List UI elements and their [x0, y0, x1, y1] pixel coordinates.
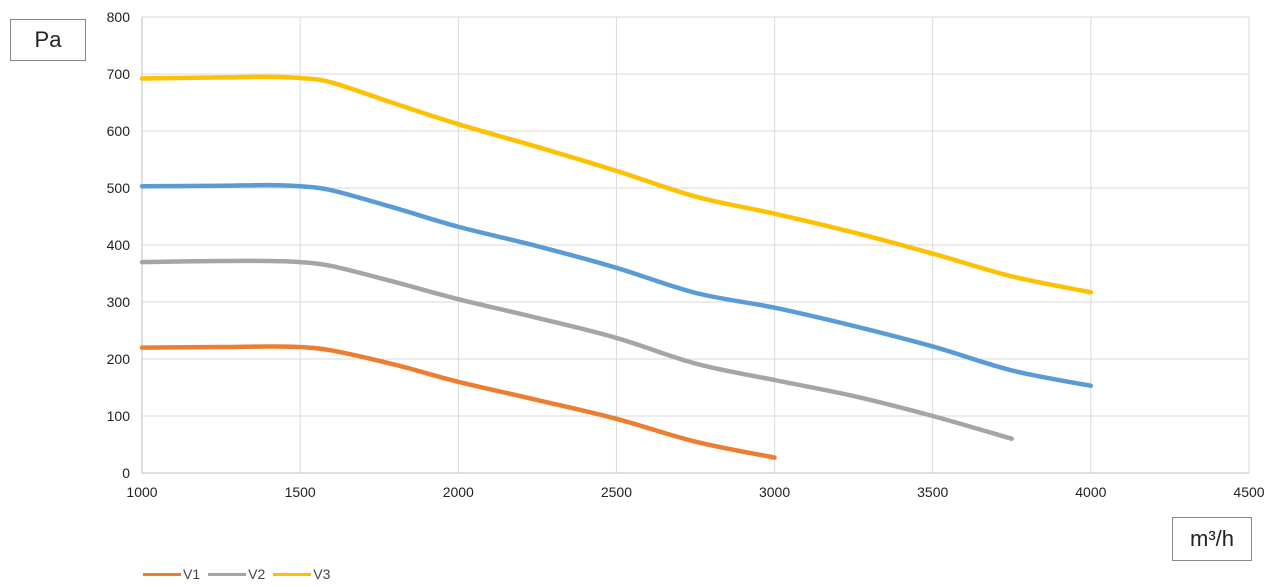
- y-tick-label: 200: [107, 351, 131, 367]
- y-axis-label: Pa: [10, 19, 86, 61]
- x-tick-label: 4500: [1233, 484, 1264, 500]
- x-axis-label: m³/h: [1172, 517, 1252, 561]
- x-tick-label: 1500: [285, 484, 316, 500]
- series-line-v3: [139, 74, 1094, 295]
- series-line-4: [139, 182, 1094, 389]
- legend-label-v3: V3: [313, 566, 331, 582]
- chart-axes: [141, 17, 1249, 474]
- legend-item-v2: V2: [208, 566, 265, 582]
- legend-item-v1: V1: [143, 566, 200, 582]
- series-line-v1: [139, 344, 777, 460]
- legend-label-v1: V1: [183, 566, 201, 582]
- chart-gridlines: [142, 16, 1250, 473]
- x-tick-label: 3000: [759, 484, 790, 500]
- y-tick-label: 600: [107, 123, 131, 139]
- chart-legend: V1 V2 V3: [143, 566, 338, 582]
- series-line-v2: [139, 258, 1015, 442]
- chart-series-lines: [139, 74, 1094, 460]
- legend-label-v2: V2: [248, 566, 266, 582]
- x-tick-label: 1000: [126, 484, 157, 500]
- chart-tick-labels: 0 100 200 300 400 500 600 700 800 1000 1500 2000 250…: [107, 9, 1265, 500]
- legend-item-v3: V3: [273, 566, 330, 582]
- y-tick-label: 300: [107, 294, 131, 310]
- legend-swatch-v3: [273, 572, 312, 576]
- y-tick-label: 700: [107, 66, 131, 82]
- x-tick-label: 2500: [601, 484, 632, 500]
- y-tick-label: 100: [107, 408, 131, 424]
- y-tick-label: 400: [107, 237, 131, 253]
- x-tick-label: 3500: [917, 484, 948, 500]
- y-tick-label: 800: [107, 9, 131, 25]
- x-tick-label: 2000: [443, 484, 474, 500]
- legend-swatch-v2: [208, 572, 247, 576]
- y-tick-label: 500: [107, 180, 131, 196]
- y-tick-label: 0: [122, 465, 130, 481]
- x-tick-label: 4000: [1075, 484, 1106, 500]
- legend-swatch-v1: [143, 572, 181, 576]
